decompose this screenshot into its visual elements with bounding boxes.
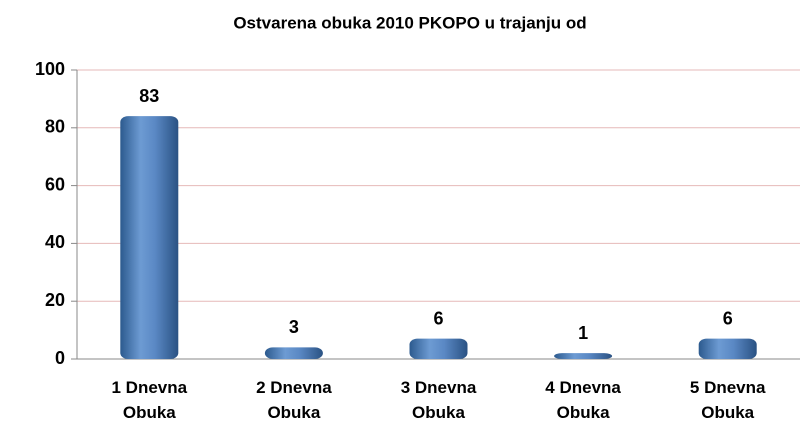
bar xyxy=(409,338,468,359)
y-tick-label: 60 xyxy=(45,174,65,194)
data-label: 1 xyxy=(578,323,588,343)
y-tick-label: 0 xyxy=(55,348,65,368)
data-label: 83 xyxy=(139,86,159,106)
bar xyxy=(120,116,179,359)
bar xyxy=(554,353,613,359)
x-tick-label: 1 Dnevna Obuka xyxy=(111,378,188,422)
y-tick-label: 100 xyxy=(35,59,65,79)
chart-title: Ostvarena obuka 2010 PKOPO u trajanju od xyxy=(233,13,586,32)
data-label: 6 xyxy=(723,308,733,328)
x-tick-label: 3 Dnevna Obuka xyxy=(400,378,477,422)
y-tick-label: 80 xyxy=(45,117,65,137)
data-label: 6 xyxy=(433,308,443,328)
y-tick-label: 40 xyxy=(45,232,65,252)
data-label: 3 xyxy=(289,317,299,337)
bar xyxy=(698,338,757,359)
x-tick-label: 2 Dnevna Obuka xyxy=(256,378,332,422)
bar xyxy=(264,347,323,359)
x-tick-label: 5 Dnevna Obuka xyxy=(689,378,766,422)
y-tick-label: 20 xyxy=(45,290,65,310)
x-tick-label: 4 Dnevna Obuka xyxy=(545,378,621,422)
